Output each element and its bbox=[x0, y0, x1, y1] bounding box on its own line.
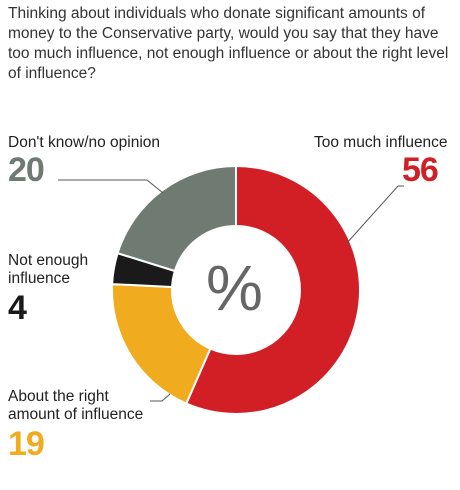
survey-question: Thinking about individuals who donate si… bbox=[8, 5, 449, 82]
leader-line-too-much bbox=[345, 185, 404, 245]
label-not-enough-line1: Not enough bbox=[8, 252, 89, 269]
label-too-much: Too much influence bbox=[314, 134, 448, 151]
donut-slices bbox=[111, 164, 361, 415]
slice-too-much-influence bbox=[184, 164, 361, 415]
leader-lines bbox=[58, 179, 404, 402]
slice-don-t-know-no-opinion bbox=[116, 164, 237, 273]
slice-about-the-right-amount-of-influence bbox=[111, 283, 212, 405]
percent-symbol: % bbox=[206, 252, 263, 324]
leader-line-dont-know bbox=[58, 179, 164, 194]
value-too-much: 56 bbox=[402, 151, 439, 189]
value-about-right: 19 bbox=[8, 425, 45, 463]
label-dont-know: Don't know/no opinion bbox=[8, 134, 161, 151]
label-about-right-line2: amount of influence bbox=[8, 406, 144, 423]
label-about-right-line1: About the right bbox=[8, 388, 109, 405]
value-not-enough: 4 bbox=[8, 289, 27, 327]
leader-line-about-right bbox=[150, 393, 171, 402]
label-not-enough-line2: influence bbox=[8, 270, 71, 287]
value-dont-know: 20 bbox=[8, 151, 45, 189]
